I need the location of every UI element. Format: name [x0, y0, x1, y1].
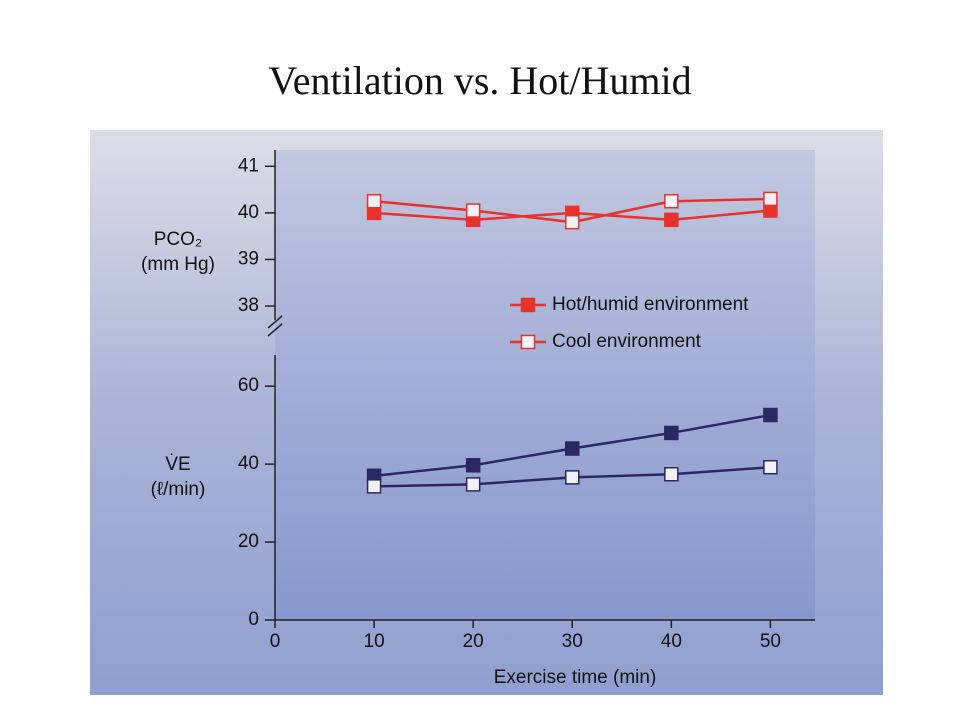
marker: [763, 407, 778, 423]
y-tick-label: 60: [238, 375, 259, 396]
y-axis-label: PCO₂: [154, 229, 203, 250]
marker: [664, 425, 679, 441]
y-tick-label: 0: [248, 609, 259, 630]
marker: [465, 477, 481, 492]
y-axis-label: V̇E: [165, 454, 190, 475]
axis-break: [267, 315, 283, 329]
marker: [664, 212, 679, 228]
y-axis-label: (ℓ/min): [151, 479, 206, 500]
y-tick-label: 38: [238, 295, 259, 316]
x-tick-label: 10: [364, 631, 385, 652]
marker: [465, 203, 481, 218]
legend-marker: [520, 334, 536, 350]
x-tick-label: 40: [661, 631, 682, 652]
marker: [564, 470, 580, 485]
x-tick-label: 30: [562, 631, 583, 652]
legend-label: Hot/humid environment: [552, 294, 749, 315]
marker: [564, 441, 580, 456]
marker: [366, 479, 382, 494]
legend-label: Cool environment: [552, 331, 702, 352]
y-axis-label: (mm Hg): [141, 254, 215, 275]
y-tick-label: 40: [238, 453, 259, 474]
marker: [564, 214, 580, 230]
marker: [664, 467, 679, 482]
marker: [763, 459, 778, 475]
x-tick-label: 0: [270, 631, 281, 652]
marker: [465, 458, 481, 473]
x-axis-label: Exercise time (min): [494, 667, 657, 688]
y-tick-label: 40: [238, 202, 259, 223]
marker: [366, 193, 382, 209]
marker: [763, 191, 778, 207]
y-tick-label: 41: [238, 155, 259, 176]
plot-background: [275, 150, 815, 620]
x-tick-label: 50: [760, 631, 781, 652]
slide-title: Ventilation vs. Hot/Humid: [268, 58, 691, 103]
axis-break: [267, 323, 283, 337]
marker: [664, 193, 679, 209]
y-tick-label: 39: [238, 248, 259, 269]
legend-marker: [520, 297, 536, 313]
y-tick-label: 20: [238, 531, 259, 552]
x-tick-label: 20: [463, 631, 484, 652]
